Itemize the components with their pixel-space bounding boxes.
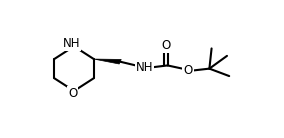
Text: O: O <box>68 87 78 100</box>
Polygon shape <box>94 59 121 64</box>
Text: NH: NH <box>136 61 153 74</box>
Text: O: O <box>161 39 170 52</box>
Text: O: O <box>183 64 193 77</box>
Text: NH: NH <box>63 37 80 50</box>
